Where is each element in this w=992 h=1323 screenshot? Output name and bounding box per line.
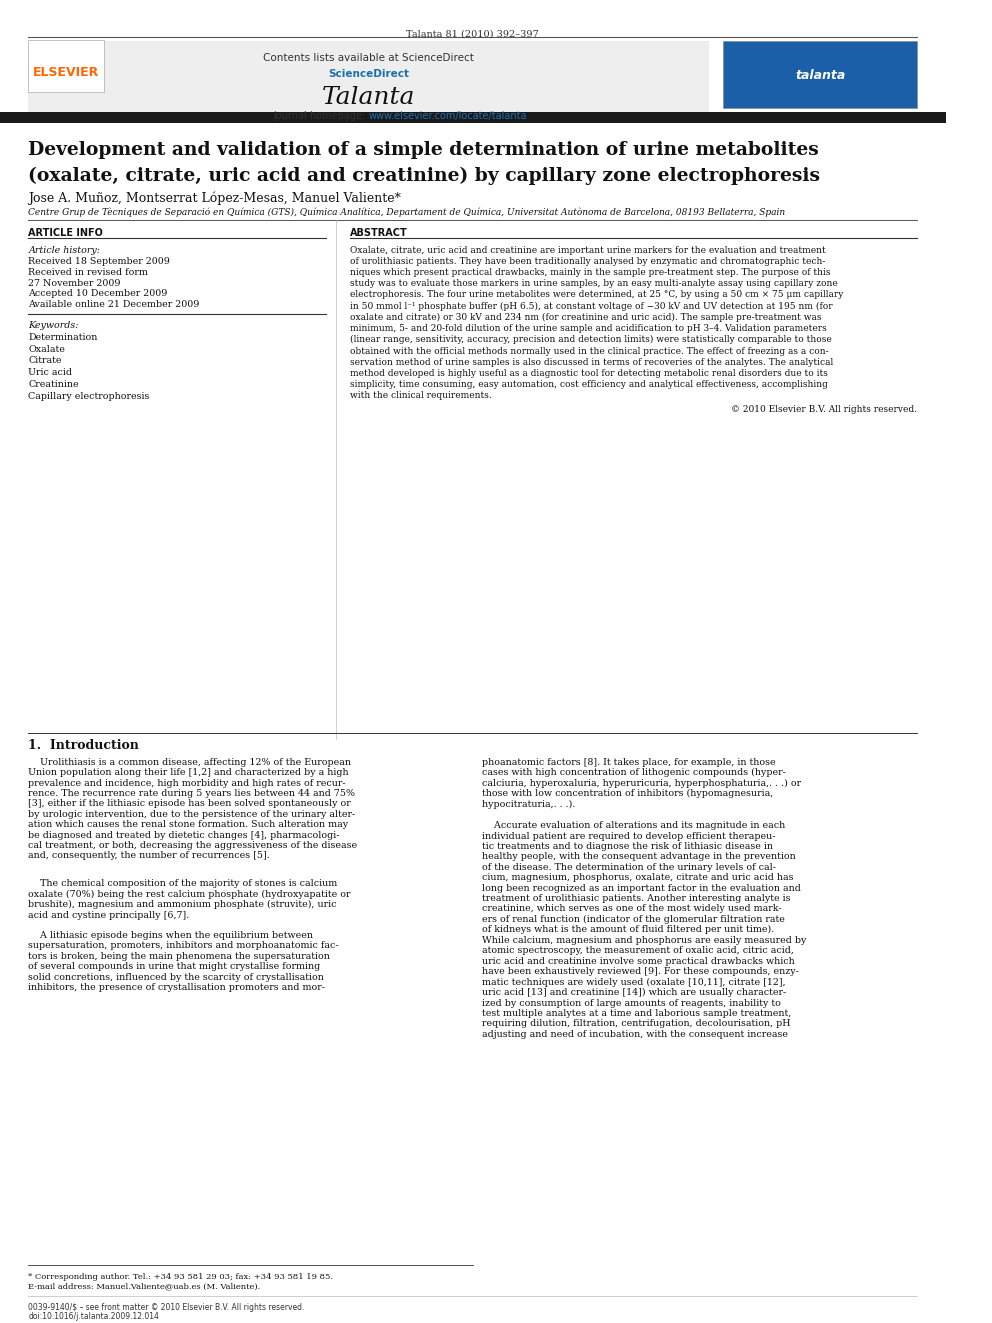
Text: Determination: Determination — [29, 332, 98, 341]
Text: * Corresponding author. Tel.: +34 93 581 29 03; fax: +34 93 581 19 85.: * Corresponding author. Tel.: +34 93 581… — [29, 1273, 333, 1281]
Text: A lithiasic episode begins when the equilibrium between
supersaturation, promote: A lithiasic episode begins when the equi… — [29, 931, 339, 992]
Text: 0039-9140/$ – see front matter © 2010 Elsevier B.V. All rights reserved.: 0039-9140/$ – see front matter © 2010 El… — [29, 1303, 305, 1312]
Text: Accurate evaluation of alterations and its magnitude in each
individual patient : Accurate evaluation of alterations and i… — [482, 822, 806, 1039]
Text: electrophoresis. The four urine metabolites were determined, at 25 °C, by using : electrophoresis. The four urine metaboli… — [350, 291, 843, 299]
Text: doi:10.1016/j.talanta.2009.12.014: doi:10.1016/j.talanta.2009.12.014 — [29, 1312, 160, 1322]
Text: niques which present practical drawbacks, mainly in the sample pre-treatment ste: niques which present practical drawbacks… — [350, 269, 830, 277]
Text: in 50 mmol l⁻¹ phosphate buffer (pH 6.5), at constant voltage of −30 kV and UV d: in 50 mmol l⁻¹ phosphate buffer (pH 6.5)… — [350, 302, 832, 311]
Text: (oxalate, citrate, uric acid and creatinine) by capillary zone electrophoresis: (oxalate, citrate, uric acid and creatin… — [29, 167, 820, 185]
FancyBboxPatch shape — [29, 41, 709, 112]
Text: © 2010 Elsevier B.V. All rights reserved.: © 2010 Elsevier B.V. All rights reserved… — [731, 405, 918, 414]
Text: Oxalate: Oxalate — [29, 344, 65, 353]
Text: talanta: talanta — [796, 69, 846, 82]
Text: Keywords:: Keywords: — [29, 320, 79, 329]
Text: Capillary electrophoresis: Capillary electrophoresis — [29, 392, 150, 401]
FancyBboxPatch shape — [723, 41, 918, 108]
Text: Urolithiasis is a common disease, affecting 12% of the European
Union population: Urolithiasis is a common disease, affect… — [29, 758, 357, 860]
Text: Accepted 10 December 2009: Accepted 10 December 2009 — [29, 290, 168, 298]
Text: obtained with the official methods normally used in the clinical practice. The e: obtained with the official methods norma… — [350, 347, 828, 356]
Text: of urolithiasic patients. They have been traditionally analysed by enzymatic and: of urolithiasic patients. They have been… — [350, 257, 825, 266]
Text: ABSTRACT: ABSTRACT — [350, 229, 408, 238]
Text: Oxalate, citrate, uric acid and creatinine are important urine markers for the e: Oxalate, citrate, uric acid and creatini… — [350, 246, 825, 254]
Text: method developed is highly useful as a diagnostic tool for detecting metabolic r: method developed is highly useful as a d… — [350, 369, 827, 378]
Text: Centre Grup de Tècniques de Separació en Química (GTS), Química Analítica, Depar: Centre Grup de Tècniques de Separació en… — [29, 208, 786, 217]
Text: phoanatomic factors [8]. It takes place, for example, in those
cases with high c: phoanatomic factors [8]. It takes place,… — [482, 758, 802, 808]
Text: 1.  Introduction: 1. Introduction — [29, 740, 139, 753]
Text: Creatinine: Creatinine — [29, 380, 79, 389]
Text: ELSEVIER: ELSEVIER — [33, 66, 99, 79]
Text: The chemical composition of the majority of stones is calcium
oxalate (70%) bein: The chemical composition of the majority… — [29, 880, 351, 919]
FancyBboxPatch shape — [29, 40, 104, 93]
Text: ScienceDirect: ScienceDirect — [328, 69, 410, 78]
Text: Uric acid: Uric acid — [29, 368, 72, 377]
Text: study was to evaluate those markers in urine samples, by an easy multi-analyte a: study was to evaluate those markers in u… — [350, 279, 837, 288]
Text: simplicity, time consuming, easy automation, cost efficiency and analytical effe: simplicity, time consuming, easy automat… — [350, 380, 827, 389]
Text: Talanta: Talanta — [322, 86, 416, 108]
Text: (linear range, sensitivity, accuracy, precision and detection limits) were stati: (linear range, sensitivity, accuracy, pr… — [350, 335, 831, 344]
Text: oxalate and citrate) or 30 kV and 234 nm (for creatinine and uric acid). The sam: oxalate and citrate) or 30 kV and 234 nm… — [350, 312, 821, 321]
Text: Contents lists available at ScienceDirect: Contents lists available at ScienceDirec… — [264, 53, 474, 62]
Text: 27 November 2009: 27 November 2009 — [29, 279, 121, 287]
Text: E-mail address: Manuel.Valiente@uab.es (M. Valiente).: E-mail address: Manuel.Valiente@uab.es (… — [29, 1282, 261, 1290]
Text: Jose A. Muñoz, Montserrat López-Mesas, Manuel Valiente*: Jose A. Muñoz, Montserrat López-Mesas, M… — [29, 192, 401, 205]
Text: journal homepage:: journal homepage: — [274, 111, 369, 120]
Text: Available online 21 December 2009: Available online 21 December 2009 — [29, 300, 199, 308]
Text: Development and validation of a simple determination of urine metabolites: Development and validation of a simple d… — [29, 142, 819, 159]
Text: Citrate: Citrate — [29, 356, 62, 365]
Text: www.elsevier.com/locate/talanta: www.elsevier.com/locate/talanta — [369, 111, 528, 120]
Text: ARTICLE INFO: ARTICLE INFO — [29, 229, 103, 238]
FancyBboxPatch shape — [0, 112, 945, 123]
Text: Received in revised form: Received in revised form — [29, 269, 148, 277]
Text: Article history:: Article history: — [29, 246, 100, 254]
Text: minimum, 5- and 20-fold dilution of the urine sample and acidification to pH 3–4: minimum, 5- and 20-fold dilution of the … — [350, 324, 826, 333]
Text: servation method of urine samples is also discussed in terms of recoveries of th: servation method of urine samples is als… — [350, 357, 833, 366]
Text: Received 18 September 2009: Received 18 September 2009 — [29, 258, 171, 266]
Text: Talanta 81 (2010) 392–397: Talanta 81 (2010) 392–397 — [407, 29, 540, 38]
Text: with the clinical requirements.: with the clinical requirements. — [350, 392, 492, 401]
